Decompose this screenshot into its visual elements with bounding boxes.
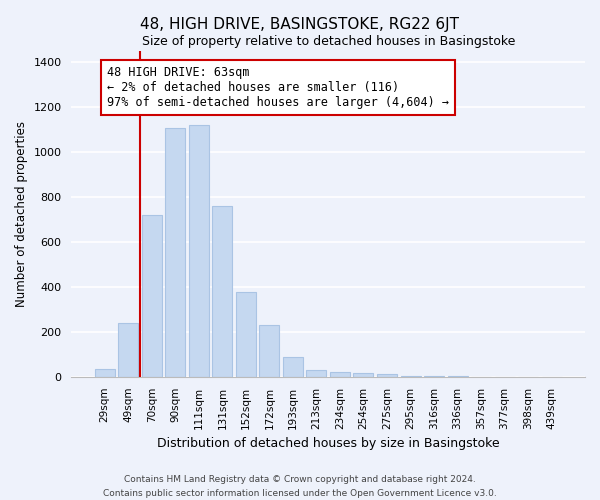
Bar: [236, 292, 256, 377]
Bar: [330, 372, 350, 377]
Bar: [212, 206, 232, 377]
Text: Contains HM Land Registry data © Crown copyright and database right 2024.
Contai: Contains HM Land Registry data © Crown c…: [103, 476, 497, 498]
Bar: [166, 128, 185, 377]
Bar: [424, 376, 444, 377]
Title: Size of property relative to detached houses in Basingstoke: Size of property relative to detached ho…: [142, 35, 515, 48]
Bar: [189, 125, 209, 377]
Bar: [307, 370, 326, 377]
Bar: [118, 323, 138, 377]
Bar: [401, 376, 421, 377]
Text: 48, HIGH DRIVE, BASINGSTOKE, RG22 6JT: 48, HIGH DRIVE, BASINGSTOKE, RG22 6JT: [140, 18, 460, 32]
Bar: [283, 356, 303, 377]
Bar: [95, 369, 115, 377]
Bar: [353, 374, 373, 377]
Bar: [259, 325, 280, 377]
X-axis label: Distribution of detached houses by size in Basingstoke: Distribution of detached houses by size …: [157, 437, 500, 450]
Bar: [377, 374, 397, 377]
Y-axis label: Number of detached properties: Number of detached properties: [15, 120, 28, 306]
Text: 48 HIGH DRIVE: 63sqm
← 2% of detached houses are smaller (116)
97% of semi-detac: 48 HIGH DRIVE: 63sqm ← 2% of detached ho…: [107, 66, 449, 110]
Bar: [142, 215, 162, 377]
